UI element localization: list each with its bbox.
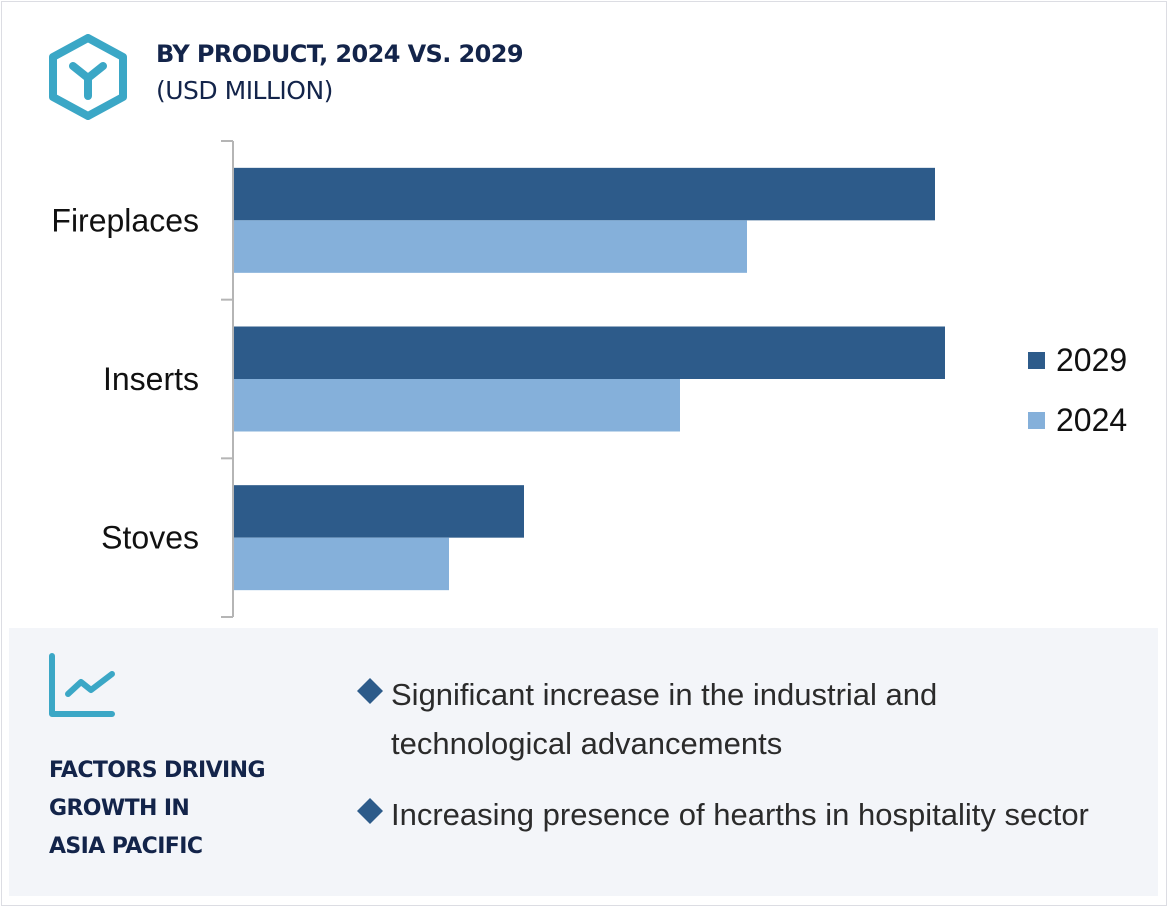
chart-subtitle: (USD MILLION) [156, 76, 333, 105]
diamond-bullet-icon [357, 798, 383, 824]
bar-fireplaces-2024 [234, 220, 747, 273]
growth-factors-panel [9, 628, 1158, 896]
chart-legend: 2029 2024 [1028, 330, 1127, 450]
bar-stoves-2029 [234, 485, 524, 538]
legend-swatch-2024 [1028, 411, 1045, 429]
bar-inserts-2029 [234, 326, 945, 379]
diamond-bullet-icon [357, 678, 383, 704]
chart-title: BY PRODUCT, 2024 VS. 2029 [156, 40, 524, 68]
factor-bullet-1: Significant increase in the industrial a… [357, 670, 1111, 768]
factors-title-line-2: GROWTH IN [49, 796, 190, 821]
legend-label-2029: 2029 [1056, 341, 1128, 378]
factor-text-2: Increasing presence of hearths in hospit… [391, 797, 1089, 832]
category-label-inserts: Inserts [103, 361, 199, 397]
bar-chart: Fireplaces Inserts Stoves [51, 140, 945, 618]
category-label-stoves: Stoves [101, 520, 199, 556]
hexagon-y-icon [49, 34, 127, 120]
legend-item-2029: 2029 [1028, 330, 1127, 390]
factor-text-1: Significant increase in the industrial a… [391, 677, 938, 761]
category-label-fireplaces: Fireplaces [51, 202, 199, 238]
legend-swatch-2029 [1028, 351, 1045, 369]
trend-chart-icon [49, 653, 115, 717]
factor-bullet-2: Increasing presence of hearths in hospit… [357, 790, 1111, 839]
factors-title: FACTORS DRIVING GROWTH IN ASIA PACIFIC [49, 752, 266, 866]
bar-fireplaces-2029 [234, 167, 935, 221]
factors-title-line-1: FACTORS DRIVING [49, 758, 266, 783]
bar-inserts-2024 [234, 379, 680, 432]
factors-title-line-3: ASIA PACIFIC [49, 834, 203, 859]
bar-stoves-2024 [234, 537, 449, 591]
legend-item-2024: 2024 [1028, 390, 1127, 450]
legend-label-2024: 2024 [1056, 401, 1128, 438]
